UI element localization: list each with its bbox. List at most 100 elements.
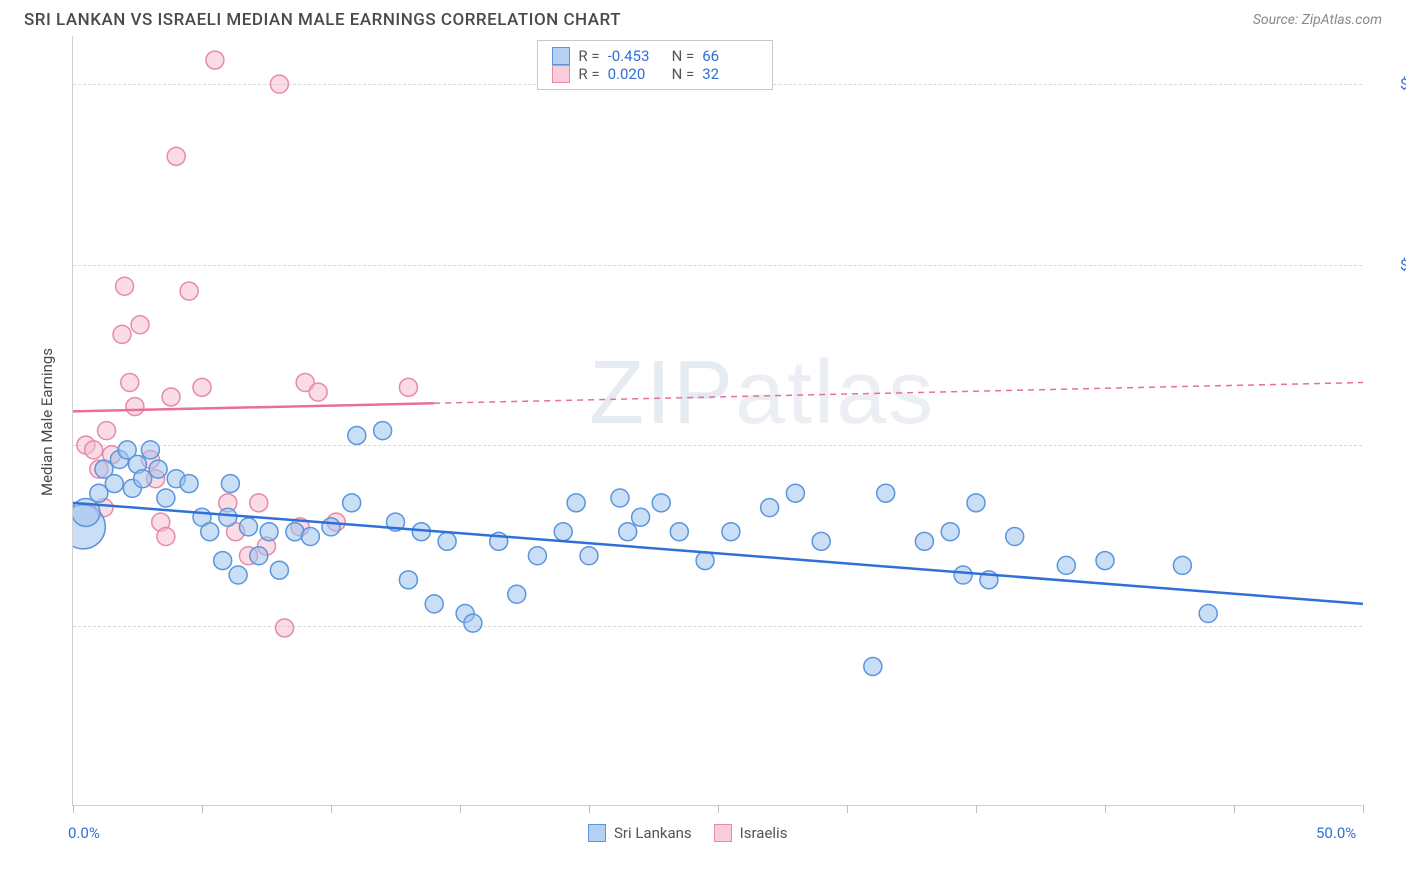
data-point (98, 422, 116, 440)
data-point (696, 552, 714, 570)
plot-area: ZIPatlas R =-0.453N =66R = 0.020N =32 $3… (72, 36, 1362, 806)
data-point (399, 571, 417, 589)
x-tick (589, 805, 590, 813)
y-tick-label: $37,500 (1372, 617, 1406, 635)
x-tick (73, 805, 74, 813)
data-point (915, 532, 933, 550)
data-point (786, 484, 804, 502)
scatter-svg (73, 36, 1363, 806)
data-point (1057, 556, 1075, 574)
data-point (149, 460, 167, 478)
legend-swatch (552, 65, 570, 83)
data-point (85, 441, 103, 459)
data-point (157, 489, 175, 507)
data-point (239, 518, 257, 536)
data-point (141, 441, 159, 459)
data-point (722, 523, 740, 541)
data-point (438, 532, 456, 550)
data-point (121, 374, 139, 392)
data-point (1199, 605, 1217, 623)
series-legend: Sri Lankans Israelis (588, 824, 787, 842)
chart-header: SRI LANKAN VS ISRAELI MEDIAN MALE EARNIN… (0, 0, 1406, 36)
legend-r-value: -0.453 (608, 47, 664, 65)
legend-r-label: R = (578, 47, 599, 65)
data-point (425, 595, 443, 613)
data-point (126, 398, 144, 416)
x-tick (718, 805, 719, 813)
data-point (214, 552, 232, 570)
data-point (113, 325, 131, 343)
x-tick (976, 805, 977, 813)
y-tick-label: $150,000 (1372, 75, 1406, 93)
data-point (134, 470, 152, 488)
x-axis-min-label: 0.0% (68, 824, 100, 842)
data-point (632, 508, 650, 526)
x-axis-max-label: 50.0% (1316, 824, 1356, 842)
data-point (1096, 552, 1114, 570)
legend-item: Israelis (714, 824, 788, 842)
legend-item: Sri Lankans (588, 824, 692, 842)
chart-title: SRI LANKAN VS ISRAELI MEDIAN MALE EARNIN… (24, 10, 621, 30)
data-point (270, 75, 288, 93)
data-point (250, 494, 268, 512)
x-tick (1234, 805, 1235, 813)
legend-swatch (552, 47, 570, 65)
data-point (864, 657, 882, 675)
data-point (301, 528, 319, 546)
x-tick (202, 805, 203, 813)
data-point (619, 523, 637, 541)
data-point (348, 426, 366, 444)
data-point (967, 494, 985, 512)
legend-label: Sri Lankans (614, 824, 692, 842)
trend-line-extrapolated (434, 383, 1363, 404)
data-point (464, 614, 482, 632)
legend-r-value: 0.020 (608, 65, 664, 83)
data-point (229, 566, 247, 584)
data-point (219, 508, 237, 526)
data-point (157, 528, 175, 546)
data-point (162, 388, 180, 406)
data-point (508, 585, 526, 603)
data-point (116, 277, 134, 295)
correlation-legend: R =-0.453N =66R = 0.020N =32 (537, 40, 773, 90)
y-tick-label: $75,000 (1372, 436, 1406, 454)
data-point (567, 494, 585, 512)
legend-row: R = -0.453 N = 66 (552, 47, 758, 65)
data-point (180, 282, 198, 300)
data-point (1006, 528, 1024, 546)
legend-swatch (714, 824, 732, 842)
legend-n-value: 66 (702, 47, 758, 65)
data-point (670, 523, 688, 541)
x-tick (1105, 805, 1106, 813)
data-point (167, 147, 185, 165)
data-point (812, 532, 830, 550)
data-point (941, 523, 959, 541)
data-point (580, 547, 598, 565)
data-point (201, 523, 219, 541)
data-point (206, 51, 224, 69)
data-point (343, 494, 361, 512)
data-point (322, 518, 340, 536)
data-point (260, 523, 278, 541)
legend-label: Israelis (740, 824, 788, 842)
data-point (374, 422, 392, 440)
data-point (180, 475, 198, 493)
data-point (193, 378, 211, 396)
x-tick (1363, 805, 1364, 813)
data-point (761, 499, 779, 517)
data-point (877, 484, 895, 502)
data-point (105, 475, 123, 493)
chart-source: Source: ZipAtlas.com (1253, 12, 1382, 28)
data-point (611, 489, 629, 507)
legend-n-label: N = (672, 47, 695, 65)
data-point (250, 547, 268, 565)
legend-n-label: N = (672, 65, 695, 83)
legend-row: R = 0.020N =32 (552, 65, 758, 83)
x-tick (331, 805, 332, 813)
x-tick (460, 805, 461, 813)
data-point (90, 484, 108, 502)
data-point (652, 494, 670, 512)
data-point (221, 475, 239, 493)
data-point (276, 619, 294, 637)
data-point (309, 383, 327, 401)
